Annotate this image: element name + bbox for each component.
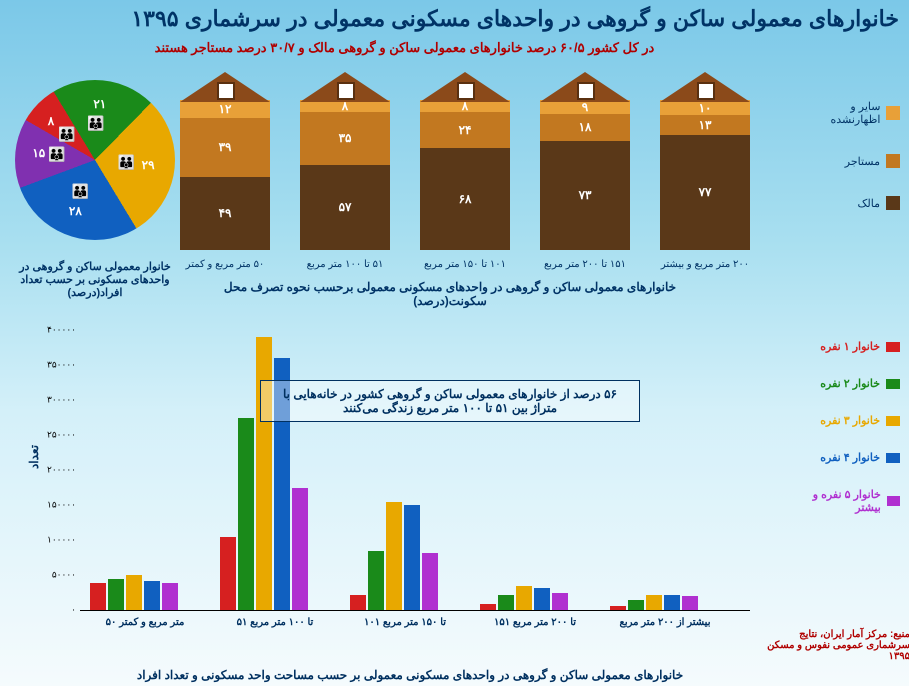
x-label: ۱۰۱ تا ۱۵۰ متر مربع (350, 617, 460, 628)
bar (162, 583, 178, 610)
houses-chart: ۱۲ ۳۹ ۴۹ ۵۰ متر مربع و کمتر ۸ ۳۵ ۵۷ ۵۱ ت… (180, 80, 800, 270)
pie-value: ۸ (48, 114, 54, 128)
source-text: منبع: مرکز آمار ایران، نتایج سرشماری عمو… (760, 629, 909, 662)
bar (552, 593, 568, 611)
bar (628, 600, 644, 611)
bar (516, 586, 532, 611)
legend-item: خانوار ۴ نفره (790, 451, 900, 464)
bar (256, 337, 272, 610)
x-label: بیشتر از ۲۰۰ متر مربع (610, 617, 720, 628)
pie-value: ۲۸ (69, 204, 82, 218)
bar-legend: خانوار ۱ نفره خانوار ۲ نفره خانوار ۳ نفره خ… (790, 340, 900, 538)
y-tick: ۵۰۰۰۰ (52, 570, 76, 581)
family-icon: 👪 (71, 183, 88, 200)
bar (682, 596, 698, 610)
legend-item: خانوار ۱ نفره (790, 340, 900, 353)
bar (404, 505, 420, 610)
bar (108, 579, 124, 611)
bar (534, 588, 550, 610)
page-title: خانوارهای معمولی ساکن و گروهی در واحدهای… (10, 6, 899, 32)
bar (368, 551, 384, 611)
bar (498, 595, 514, 610)
y-tick: ۱۰۰۰۰۰ (47, 535, 76, 546)
bar (350, 595, 366, 610)
annotation-box: ۵۶ درصد از خانوارهای معمولی ساکن و گروهی… (260, 380, 640, 422)
bar (422, 553, 438, 610)
bar (126, 575, 142, 610)
family-icon: 👪 (118, 154, 135, 171)
bar (646, 595, 662, 610)
bar (220, 537, 236, 611)
y-tick: ۴۰۰۰۰۰ (47, 325, 76, 336)
y-tick: ۰ (71, 605, 76, 616)
x-label: ۱۵۱ تا ۲۰۰ متر مربع (480, 617, 590, 628)
bar (144, 581, 160, 610)
family-icon: 👪 (58, 126, 75, 143)
y-tick: ۲۰۰۰۰۰ (47, 465, 76, 476)
house-bar: ۹ ۱۸ ۷۳ ۱۵۱ تا ۲۰۰ متر مربع (540, 100, 630, 250)
legend-item: سایر و اظهارنشده (800, 100, 900, 126)
bar-chart: تعداد ۰۵۰۰۰۰۱۰۰۰۰۰۱۵۰۰۰۰۲۰۰۰۰۰۲۵۰۰۰۰۳۰۰۰… (40, 330, 750, 640)
legend-item: مالک (800, 196, 900, 210)
family-icon: 👪 (87, 115, 104, 132)
bar (664, 595, 680, 610)
legend-item: مستاجر (800, 154, 900, 168)
pie-value: ۲۱ (93, 97, 106, 111)
house-bar: ۱۰ ۱۳ ۷۷ ۲۰۰ متر مربع و بیشتر (660, 100, 750, 250)
pie-value: ۲۹ (142, 158, 155, 172)
subtitle: در کل کشور ۶۰/۵ درصد خانوارهای معمولی سا… (100, 40, 709, 56)
x-label: ۵۰ متر مربع و کمتر (90, 617, 200, 628)
bar (238, 418, 254, 611)
y-tick: ۱۵۰۰۰۰ (47, 500, 76, 511)
bar (90, 583, 106, 610)
houses-legend: سایر و اظهارنشده مستاجر مالک (800, 100, 900, 238)
y-tick: ۲۵۰۰۰۰ (47, 430, 76, 441)
house-bar: ۱۲ ۳۹ ۴۹ ۵۰ متر مربع و کمتر (180, 100, 270, 250)
bar (386, 502, 402, 611)
legend-item: خانوار ۵ نفره و بیشتر (790, 488, 900, 514)
houses-caption: خانوارهای معمولی ساکن و گروهی در واحدهای… (200, 280, 700, 308)
legend-item: خانوار ۳ نفره (790, 414, 900, 427)
y-axis-title: تعداد (27, 445, 41, 469)
y-tick: ۳۰۰۰۰۰ (47, 395, 76, 406)
pie-value: ۱۵ (32, 146, 45, 160)
pie-caption: خانوار معمولی ساکن و گروهی در واحدهای مس… (0, 260, 190, 299)
house-bar: ۸ ۲۴ ۶۸ ۱۰۱ تا ۱۵۰ متر مربع (420, 100, 510, 250)
legend-item: خانوار ۲ نفره (790, 377, 900, 390)
house-bar: ۸ ۳۵ ۵۷ ۵۱ تا ۱۰۰ متر مربع (300, 100, 390, 250)
pie-chart: ۸👪۲۱👪۲۹👪۲۸👪۱۵👪 (10, 80, 180, 240)
y-tick: ۳۵۰۰۰۰ (47, 360, 76, 371)
bar-caption: خانوارهای معمولی ساکن و گروهی در واحدهای… (60, 668, 760, 682)
family-icon: 👪 (48, 146, 65, 163)
x-label: ۵۱ تا ۱۰۰ متر مربع (220, 617, 330, 628)
bar (292, 488, 308, 611)
